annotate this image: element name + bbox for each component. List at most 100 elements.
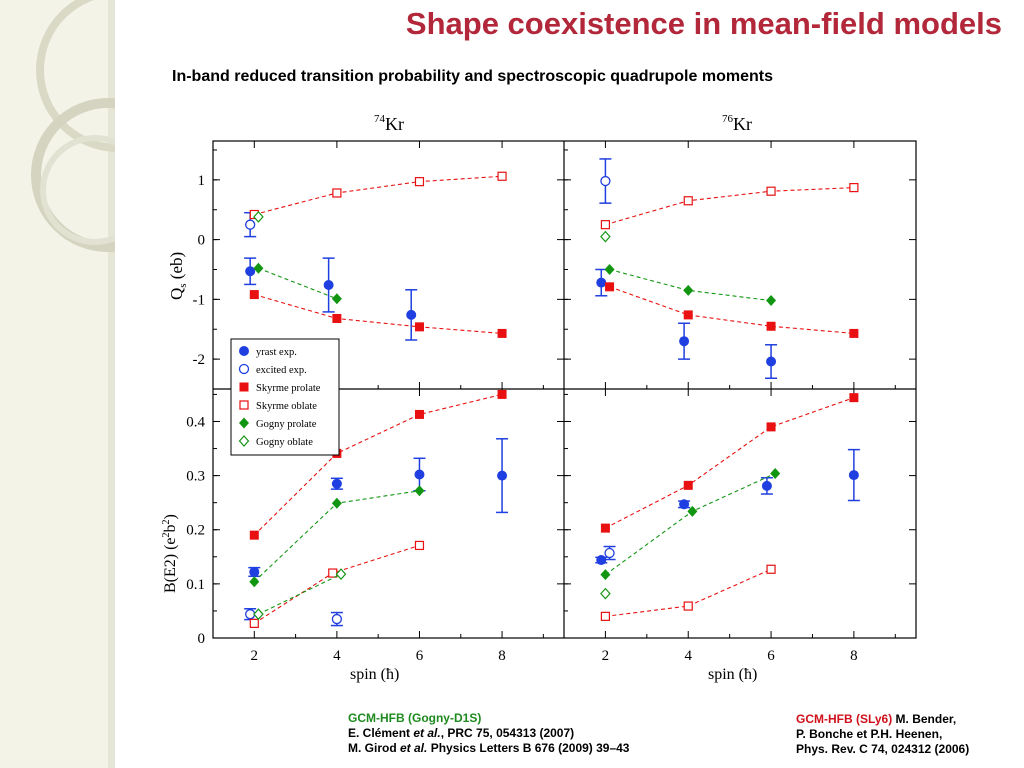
reference-left-line3: M. Girod et al. Physics Letters B 676 (2…: [348, 741, 629, 756]
reference-right-line2: P. Bonche et P.H. Heenen,: [796, 727, 943, 741]
reference-left: GCM-HFB (Gogny-D1S) E. Clément et al., P…: [348, 711, 629, 756]
ytick-label: 0: [198, 233, 206, 249]
data-point-p3-s0-2: [761, 480, 772, 491]
data-point-p0-s1-0: [245, 219, 256, 230]
data-point-p2-s2-2: [414, 409, 424, 419]
data-point-p0-s2-1: [332, 313, 342, 323]
data-point-p0-s0-0: [245, 266, 256, 277]
data-point-p3-s3-0: [600, 611, 611, 621]
data-point-p3-s2-1: [683, 480, 693, 490]
ytick-label: 0.4: [186, 414, 205, 430]
xtick-label: 8: [498, 648, 506, 664]
xtick-label: 4: [684, 648, 692, 664]
reference-left-method: GCM-HFB (Gogny-D1S): [348, 711, 482, 725]
reference-left-line2: E. Clément et al., PRC 75, 054313 (2007): [348, 726, 629, 741]
data-point-p2-s0-3: [497, 470, 508, 481]
xlabel-left: spin (ħ): [350, 666, 399, 683]
bottom-ylabel-sup1: 2: [161, 532, 172, 537]
data-point-p3-s1-0: [604, 547, 615, 559]
series-line-p1-s3: [605, 187, 854, 226]
series-line-p0-s2: [254, 294, 503, 334]
data-point-p2-s4-0: [249, 576, 260, 588]
data-point-p1-s0-0: [596, 277, 607, 288]
data-point-p1-s3-3: [849, 183, 859, 193]
data-layer: [244, 158, 860, 628]
ytick-label: 0.2: [186, 523, 205, 539]
data-point-p3-s5-0: [600, 587, 611, 600]
data-point-p1-s3-1: [683, 196, 693, 206]
reference-right-authors1: M. Bender,: [892, 712, 957, 726]
data-point-p3-s2-2: [766, 422, 776, 432]
bottom-ylabel-sup2: 2: [161, 519, 172, 524]
xtick-label: 4: [333, 648, 341, 664]
top-ylabel-unit: (eb): [167, 252, 186, 279]
series-line-p2-s3: [253, 544, 420, 624]
deco-ring-1: [36, 0, 115, 152]
xlabel-right: spin (ħ): [708, 666, 757, 683]
legend-marker-1: [238, 363, 250, 375]
data-point-p3-s3-1: [683, 601, 693, 611]
data-point-p1-s0-1: [679, 336, 690, 347]
data-point-p0-s5-0: [253, 210, 264, 223]
data-point-p0-s2-3: [497, 328, 507, 338]
data-point-p2-s3-1: [328, 568, 338, 578]
axes-layer: 1 0 -1 -2 0 0.1 0.2 0.3 0.4 2 4 6 8 2 4 6 8: [186, 141, 916, 664]
xtick-label: 6: [767, 648, 775, 664]
legend-label-3: Skyrme oblate: [256, 401, 317, 412]
nucleus-mass-76: 76: [722, 113, 734, 125]
ytick-label: 0.3: [186, 469, 205, 485]
data-point-p2-s3-2: [414, 540, 425, 551]
reference-right-line1: GCM-HFB (SLy6) M. Bender,: [796, 712, 969, 727]
data-point-p1-s0-2: [766, 356, 777, 367]
nucleus-label-76kr: 76Kr: [722, 113, 752, 134]
data-point-p2-s2-0: [249, 530, 259, 540]
ref-left-l2a: E. Clément: [348, 726, 414, 740]
data-point-p0-s4-0: [253, 262, 264, 274]
decorative-background: [0, 0, 115, 768]
legend-marker-2: [239, 382, 249, 392]
legend-label-0: yrast exp.: [256, 347, 297, 358]
data-point-p3-s2-3: [849, 393, 859, 403]
data-point-p2-s5-1: [335, 568, 347, 581]
data-point-p1-s1-0: [600, 175, 611, 187]
series-line-p3-s3: [605, 568, 772, 617]
legend-label-5: Gogny oblate: [256, 437, 313, 448]
legend-marker-0: [239, 346, 249, 356]
data-point-p2-s4-2: [414, 485, 425, 497]
bottom-ylabel-unit-c: ): [162, 514, 179, 519]
legend-marker-5: [238, 435, 250, 447]
top-ylabel-sub: s: [177, 283, 189, 287]
data-point-p0-s0-2: [406, 309, 417, 320]
xtick-label: 2: [602, 648, 610, 664]
ytick-label: -2: [193, 352, 206, 368]
series-line-p2-s5: [258, 573, 342, 615]
bottom-ylabel-main: B(E2): [162, 554, 179, 593]
xlabel-left-unit: (ħ): [381, 666, 400, 683]
data-point-p2-s4-1: [331, 497, 342, 509]
data-point-p1-s3-0: [600, 220, 611, 230]
data-point-p2-s3-0: [249, 618, 259, 628]
legend-label-1: excited exp.: [256, 365, 307, 376]
xlabel-right-unit: (ħ): [739, 666, 758, 683]
nucleus-label-74kr: 74Kr: [374, 113, 404, 134]
data-point-p2-s1-1: [331, 613, 343, 625]
data-point-p1-s2-1: [683, 310, 693, 320]
bottom-ylabel: B(E2) (e2b2): [161, 514, 179, 593]
ref-left-l3-etal: et al.: [400, 741, 428, 755]
legend: yrast exp. excited exp. Skyrme prolate Skyr…: [230, 338, 340, 456]
series-line-p1-s4: [609, 268, 772, 302]
data-point-p1-s5-0: [600, 230, 611, 243]
ytick-label: 1: [198, 173, 206, 189]
deco-ring-2: [31, 98, 115, 252]
data-point-p0-s2-0: [249, 290, 259, 300]
top-ylabel-main: Q: [167, 288, 186, 300]
data-point-p1-s4-1: [683, 284, 694, 296]
data-point-p3-s3-2: [766, 564, 776, 574]
ytick-label: 0.1: [186, 577, 205, 593]
data-point-p1-s4-2: [766, 295, 777, 307]
legend-label-4: Gogny prolate: [256, 419, 317, 430]
series-line-p1-s2: [609, 286, 854, 334]
slide-title: Shape coexistence in mean-field models: [405, 6, 1002, 41]
bottom-ylabel-unit-b: b: [162, 524, 179, 532]
data-point-p1-s4-0: [604, 263, 615, 275]
